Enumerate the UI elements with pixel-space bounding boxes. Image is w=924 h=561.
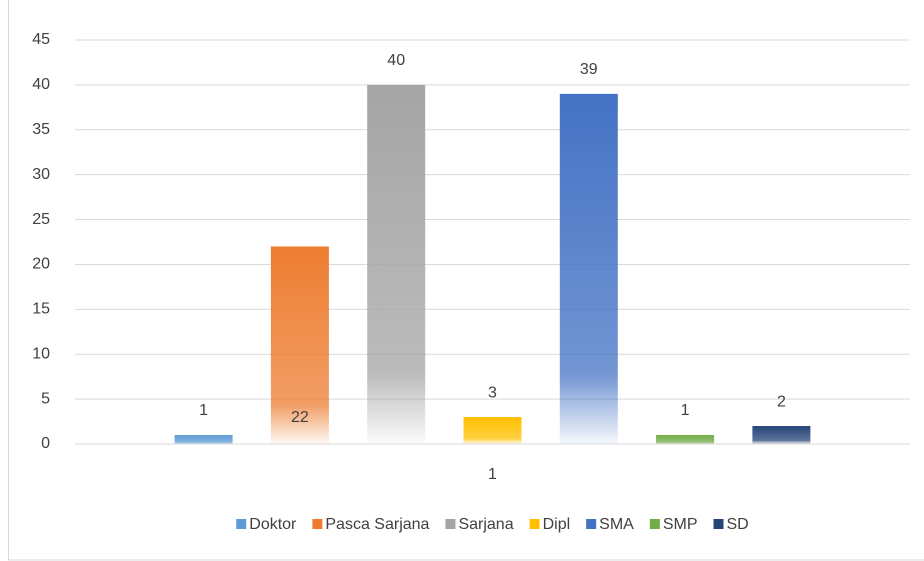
y-tick-label: 20	[32, 256, 50, 273]
legend-label: Pasca Sarjana	[325, 516, 429, 533]
legend-swatch	[312, 519, 323, 529]
y-tick-label: 25	[32, 211, 50, 228]
data-label: 2	[777, 393, 786, 410]
data-label: 39	[580, 61, 598, 78]
legend-swatch	[586, 519, 597, 529]
data-label: 40	[387, 52, 405, 69]
bar	[752, 426, 811, 444]
legend-label: SMA	[599, 516, 634, 533]
bar	[656, 435, 715, 444]
legend-swatch	[529, 519, 540, 529]
data-label: 3	[488, 384, 497, 401]
y-tick-label: 45	[32, 31, 50, 48]
bar	[174, 435, 233, 444]
legend-swatch	[445, 519, 456, 529]
legend-swatch	[713, 519, 724, 529]
bar	[367, 84, 426, 444]
data-label: 1	[199, 402, 208, 419]
y-tick-label: 0	[41, 435, 50, 452]
chart-border	[8, 0, 924, 561]
y-tick-label: 5	[41, 390, 50, 407]
bar	[270, 246, 329, 444]
legend-label: Dipl	[543, 516, 571, 533]
y-tick-label: 15	[32, 301, 50, 318]
bar	[463, 417, 522, 444]
legend-label: Sarjana	[458, 516, 513, 533]
legend: Doktor Pasca Sarjana Sarjana Dipl SMA SMP SD	[236, 516, 749, 533]
y-tick-label: 35	[32, 121, 50, 138]
y-tick-label: 30	[32, 166, 50, 183]
x-tick-label: 1	[488, 466, 497, 483]
legend-label: SD	[727, 516, 749, 533]
data-label: 22	[291, 409, 309, 426]
data-label: 1	[681, 402, 690, 419]
legend-label: SMP	[663, 516, 698, 533]
y-tick-label: 10	[32, 345, 50, 362]
legend-label: Doktor	[249, 516, 297, 533]
bar	[559, 93, 618, 444]
y-tick-label: 40	[32, 76, 50, 93]
legend-swatch	[236, 519, 247, 529]
legend-swatch	[649, 519, 660, 529]
